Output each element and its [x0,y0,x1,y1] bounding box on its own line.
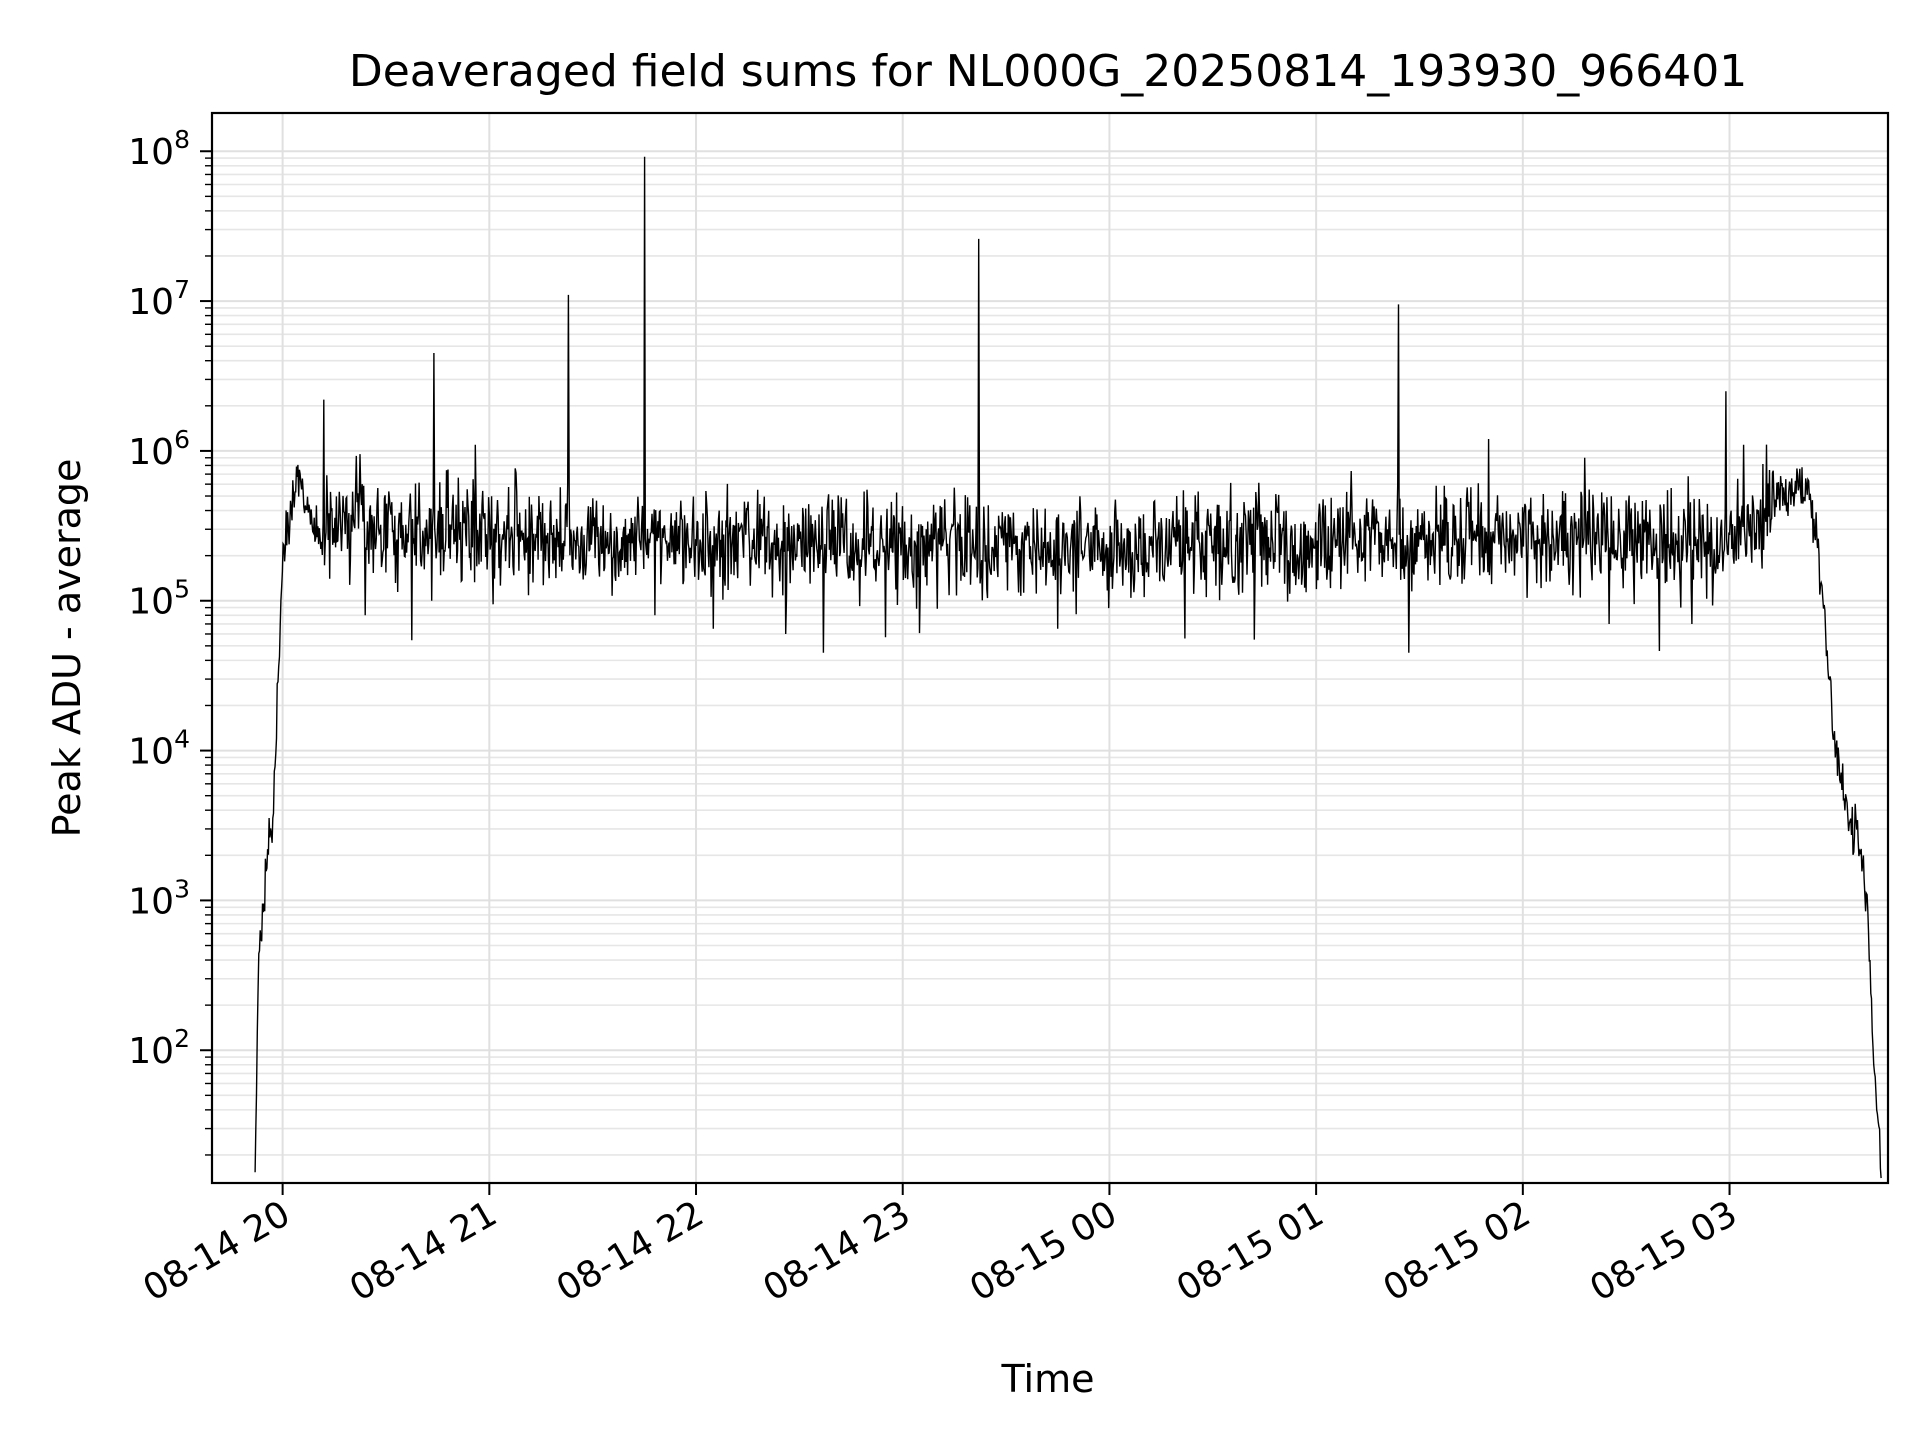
y-axis-label: Peak ADU - average [45,459,89,838]
y-tick-label: 104 [128,725,190,773]
y-tick-label: 105 [128,575,190,623]
y-axis: 102 103 104 105 106 107 108 [128,125,212,1156]
chart-title: Deaveraged field sums for NL000G_2025081… [349,46,1747,97]
y-tick-label: 108 [128,125,190,173]
plot-frame [210,111,1890,1185]
y-tick-label: 103 [128,874,190,922]
x-axis-label: Time [1001,1357,1095,1401]
y-tick-label: 102 [128,1024,190,1072]
grid [212,113,1888,1183]
series-line [254,156,1882,1179]
y-tick-label: 106 [128,425,190,473]
series-line-group [254,156,1882,1179]
y-tick-label: 107 [128,275,190,323]
